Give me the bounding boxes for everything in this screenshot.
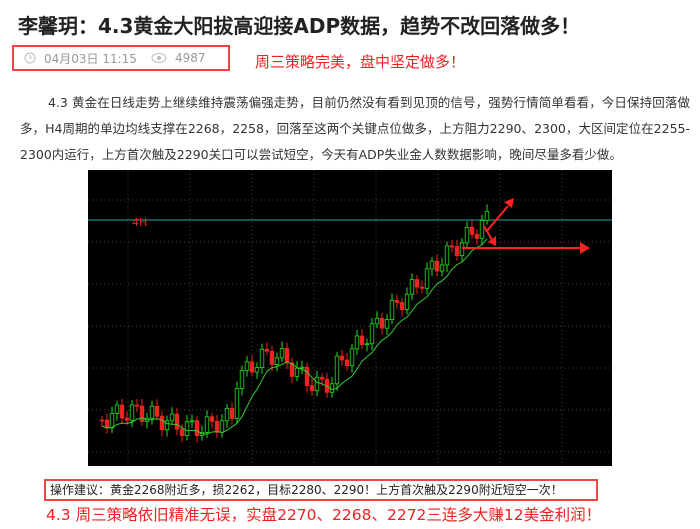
chart-decoration xyxy=(459,242,465,257)
chart-decoration xyxy=(334,355,340,385)
chart-decoration xyxy=(399,302,405,310)
chart-decoration xyxy=(229,407,235,419)
chart-decoration xyxy=(424,268,430,289)
chart-decoration xyxy=(254,367,260,373)
chart-decoration xyxy=(309,385,315,392)
chart-decoration xyxy=(464,226,470,244)
chart-decoration xyxy=(359,335,365,346)
chart-decoration xyxy=(214,420,220,433)
chart-decoration xyxy=(234,388,240,419)
chart-decoration xyxy=(284,348,290,364)
advice: 操作建议：黄金2268附近多，损2262，目标2280、2290！上方首次触及2… xyxy=(44,479,598,501)
chart-decoration xyxy=(429,260,435,270)
chart-decoration xyxy=(419,286,425,289)
chart-decoration xyxy=(354,335,360,350)
chart-decoration xyxy=(294,367,300,377)
chart-decoration xyxy=(289,362,295,377)
chart-decoration xyxy=(139,405,145,422)
chart-image: 4H xyxy=(88,170,612,466)
chart-decoration xyxy=(414,279,420,288)
chart-decoration xyxy=(189,420,195,423)
chart-decoration xyxy=(314,376,320,392)
eye-icon xyxy=(151,53,167,63)
chart-decoration xyxy=(274,357,280,365)
chart-decoration xyxy=(124,417,130,421)
chart-decoration xyxy=(454,246,460,257)
chart-decoration xyxy=(394,300,400,303)
chart-decoration xyxy=(369,323,375,345)
chart-decoration xyxy=(409,279,415,295)
chart-decoration xyxy=(474,233,480,239)
chart-decoration xyxy=(224,407,230,422)
clock-icon xyxy=(24,52,36,64)
chart-decoration xyxy=(404,293,410,310)
chart-decoration xyxy=(149,405,155,419)
chart-decoration xyxy=(374,317,380,325)
chart-decoration xyxy=(239,369,245,389)
highlight: 周三策略完美，盘中坚定做多！ xyxy=(255,53,466,71)
chart-decoration xyxy=(344,359,350,367)
paragraph: 4.3 黄金在日线走势上继续维持震荡偏强走势，目前仍然没有看到见顶的信号，强势行… xyxy=(20,95,690,162)
chart-decoration xyxy=(444,245,450,266)
chart-decoration xyxy=(269,350,275,365)
chart-decoration xyxy=(164,420,170,431)
chart-decoration xyxy=(484,210,490,221)
chart-decoration xyxy=(119,404,125,419)
chart-decoration xyxy=(179,428,185,436)
chart-decoration xyxy=(249,361,255,373)
chart-decoration xyxy=(264,348,270,352)
result: 4.3 周三策略依旧精准无误，实盘2270、2268、2272三连多大赚12美金… xyxy=(46,506,602,524)
chart-label: 4H xyxy=(132,216,147,229)
chart-decoration xyxy=(479,220,485,239)
chart-decoration xyxy=(384,319,390,329)
chart-decoration xyxy=(244,361,250,371)
chart-decoration xyxy=(439,264,445,272)
views: 4987 xyxy=(174,51,206,65)
chart-decoration xyxy=(109,413,115,429)
chart-decoration xyxy=(194,420,200,436)
chart-decoration xyxy=(154,405,160,417)
chart-decoration xyxy=(259,348,265,368)
chart-decoration xyxy=(279,348,285,359)
chart-decoration xyxy=(219,420,225,433)
chart-decoration xyxy=(99,419,105,422)
chart-decoration xyxy=(134,404,140,407)
chart-decoration xyxy=(129,404,135,421)
chart-decoration xyxy=(104,419,110,429)
chart-decoration xyxy=(209,416,215,422)
chart-decoration xyxy=(169,413,175,422)
chart-decoration xyxy=(379,317,385,329)
chart-decoration xyxy=(174,413,180,430)
chart-decoration xyxy=(299,366,305,369)
chart-decoration xyxy=(434,260,440,272)
chart-decoration xyxy=(349,348,355,367)
chart-decoration xyxy=(364,343,370,346)
date: 04月03日 11:15 xyxy=(44,51,137,66)
chart-decoration xyxy=(204,416,210,433)
chart-decoration xyxy=(449,245,455,248)
meta-box: 04月03日 11:15 4987 xyxy=(12,45,230,71)
chart-decoration xyxy=(304,366,310,387)
article-title: 李馨玥：4.3黄金大阳拔高迎接ADP数据，趋势不改回落做多！ xyxy=(18,14,581,38)
chart-decoration xyxy=(159,415,165,431)
chart-decoration xyxy=(114,404,120,414)
chart-decoration xyxy=(339,355,345,361)
chart-decoration xyxy=(319,376,325,380)
chart-decoration xyxy=(469,226,475,235)
chart-decoration xyxy=(389,300,395,320)
chart-decoration xyxy=(184,421,190,436)
